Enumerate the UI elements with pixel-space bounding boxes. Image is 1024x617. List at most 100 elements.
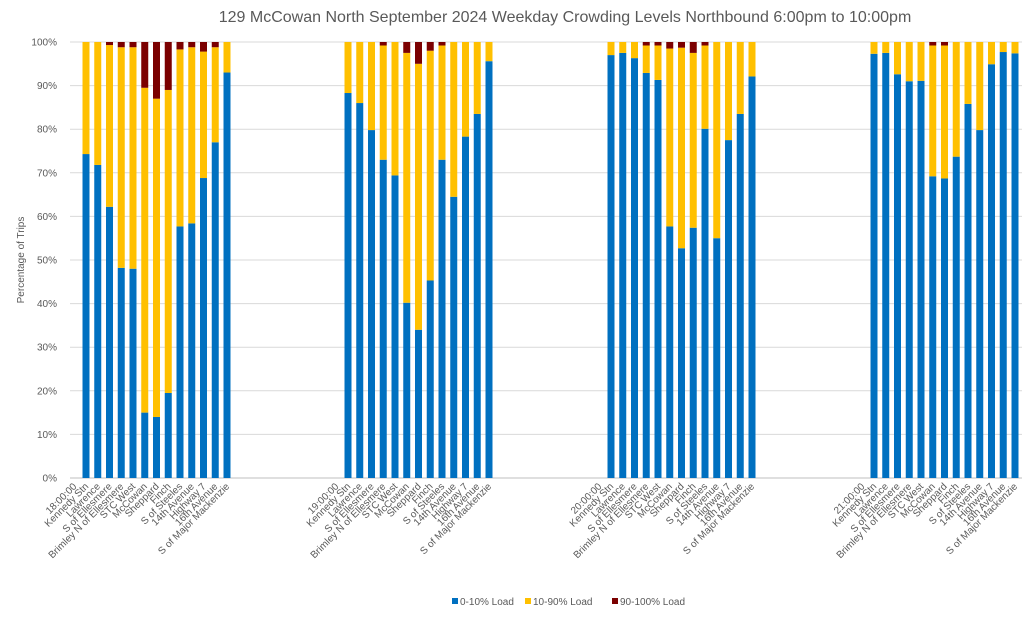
bar-group-210000	[870, 42, 1019, 479]
bar-segment	[344, 93, 352, 479]
bar-segment	[117, 42, 125, 48]
legend-label: 0-10% Load	[460, 597, 514, 608]
bar-segment	[976, 130, 984, 478]
bar-segment	[894, 74, 901, 478]
legend-swatch	[612, 598, 618, 604]
bar-segment	[176, 226, 184, 478]
bar-segment	[391, 175, 399, 478]
bar-segment	[701, 42, 709, 46]
bar-segment	[678, 248, 685, 478]
bar-segment	[619, 52, 627, 479]
bar-segment	[607, 55, 615, 479]
bar-segment	[356, 42, 364, 104]
bar-segment	[438, 42, 446, 46]
bar-segment	[106, 45, 113, 207]
bar-segment	[368, 130, 375, 478]
bar-segment	[473, 42, 481, 114]
bar-segment	[153, 42, 160, 99]
bar-segment	[748, 76, 756, 478]
bar-segment	[415, 63, 422, 330]
legend-swatch	[525, 598, 531, 604]
bar-segment	[631, 58, 638, 479]
y-tick-label: 60%	[37, 212, 57, 223]
bar-group-190000	[344, 42, 493, 479]
bar-segment	[905, 42, 913, 82]
bar-segment	[678, 47, 685, 249]
bar-segment	[870, 42, 878, 54]
y-tick-label: 10%	[37, 430, 57, 441]
bar-segment	[211, 47, 219, 143]
bar-segment	[164, 392, 172, 478]
y-axis-label: Percentage of Trips	[16, 217, 27, 304]
bar-segment	[426, 42, 434, 51]
bar-segment	[200, 42, 207, 52]
bar-segment	[917, 42, 925, 81]
bar-segment	[952, 156, 960, 478]
bar-segment	[964, 42, 972, 104]
legend-label: 90-100% Load	[620, 597, 685, 608]
bar-segment	[689, 227, 697, 478]
bar-segment	[415, 42, 422, 64]
bar-segment	[141, 87, 149, 413]
bar-segment	[941, 45, 948, 179]
legend-label: 10-90% Load	[533, 597, 593, 608]
bar-segment	[223, 42, 231, 73]
bar-segment	[678, 42, 685, 48]
bar-segment	[438, 45, 446, 160]
y-tick-label: 90%	[37, 81, 57, 92]
bar-segment	[200, 178, 207, 479]
bar-segment	[403, 302, 411, 478]
bar-segment	[725, 140, 732, 478]
bar-segment	[882, 52, 890, 479]
bar-segment	[153, 416, 160, 478]
y-tick-label: 70%	[37, 168, 57, 179]
bar-segment	[426, 280, 434, 478]
bar-segment	[391, 42, 399, 176]
bar-segment	[689, 52, 697, 228]
bar-segment	[176, 49, 184, 227]
legend-item: 0-10% Load	[452, 597, 514, 608]
bar-segment	[988, 42, 995, 65]
bar-segment	[631, 42, 638, 59]
bar-segment	[106, 206, 113, 479]
bar-segment	[141, 42, 149, 88]
y-tick-label: 20%	[37, 386, 57, 397]
y-tick-label: 30%	[37, 343, 57, 354]
bar-segment	[748, 42, 756, 77]
bar-segment	[725, 42, 732, 141]
y-tick-label: 100%	[31, 38, 57, 49]
bar-segment	[988, 64, 995, 479]
bar-segment	[689, 42, 697, 53]
bar-segment	[1011, 42, 1019, 54]
bar-segment	[462, 136, 469, 478]
bar-segment	[106, 42, 113, 46]
bar-segment	[666, 48, 674, 227]
legend-item: 90-100% Load	[612, 597, 685, 608]
bar-segment	[952, 42, 960, 157]
bar-segment	[929, 42, 937, 46]
bar-segment	[153, 98, 160, 417]
bar-segment	[94, 42, 102, 165]
bar-segment	[129, 42, 137, 48]
legend-item: 10-90% Load	[525, 597, 593, 608]
bar-segment	[188, 223, 196, 478]
bar-segment	[607, 42, 615, 56]
bar-segment	[1011, 53, 1019, 478]
bar-segment	[368, 42, 375, 131]
y-tick-label: 40%	[37, 299, 57, 310]
bar-segment	[188, 47, 196, 224]
bar-segment	[713, 42, 721, 239]
bar-segment	[654, 45, 662, 80]
bar-segment	[379, 42, 387, 46]
bar-segment	[379, 45, 387, 160]
legend: 0-10% Load 10-90% Load 90-100% Load	[452, 597, 685, 608]
bar-segment	[642, 72, 650, 479]
bar-segment	[379, 159, 387, 478]
bar-segment	[642, 45, 650, 73]
bar-segment	[736, 113, 744, 478]
bar-segment	[929, 45, 937, 177]
bar-segment	[211, 42, 219, 48]
y-axis-ticks: 0% 10% 20% 30% 40% 50% 60% 70% 80% 90% 100%	[31, 38, 57, 485]
bar-group-200000	[607, 42, 756, 479]
bar-segment	[642, 42, 650, 46]
